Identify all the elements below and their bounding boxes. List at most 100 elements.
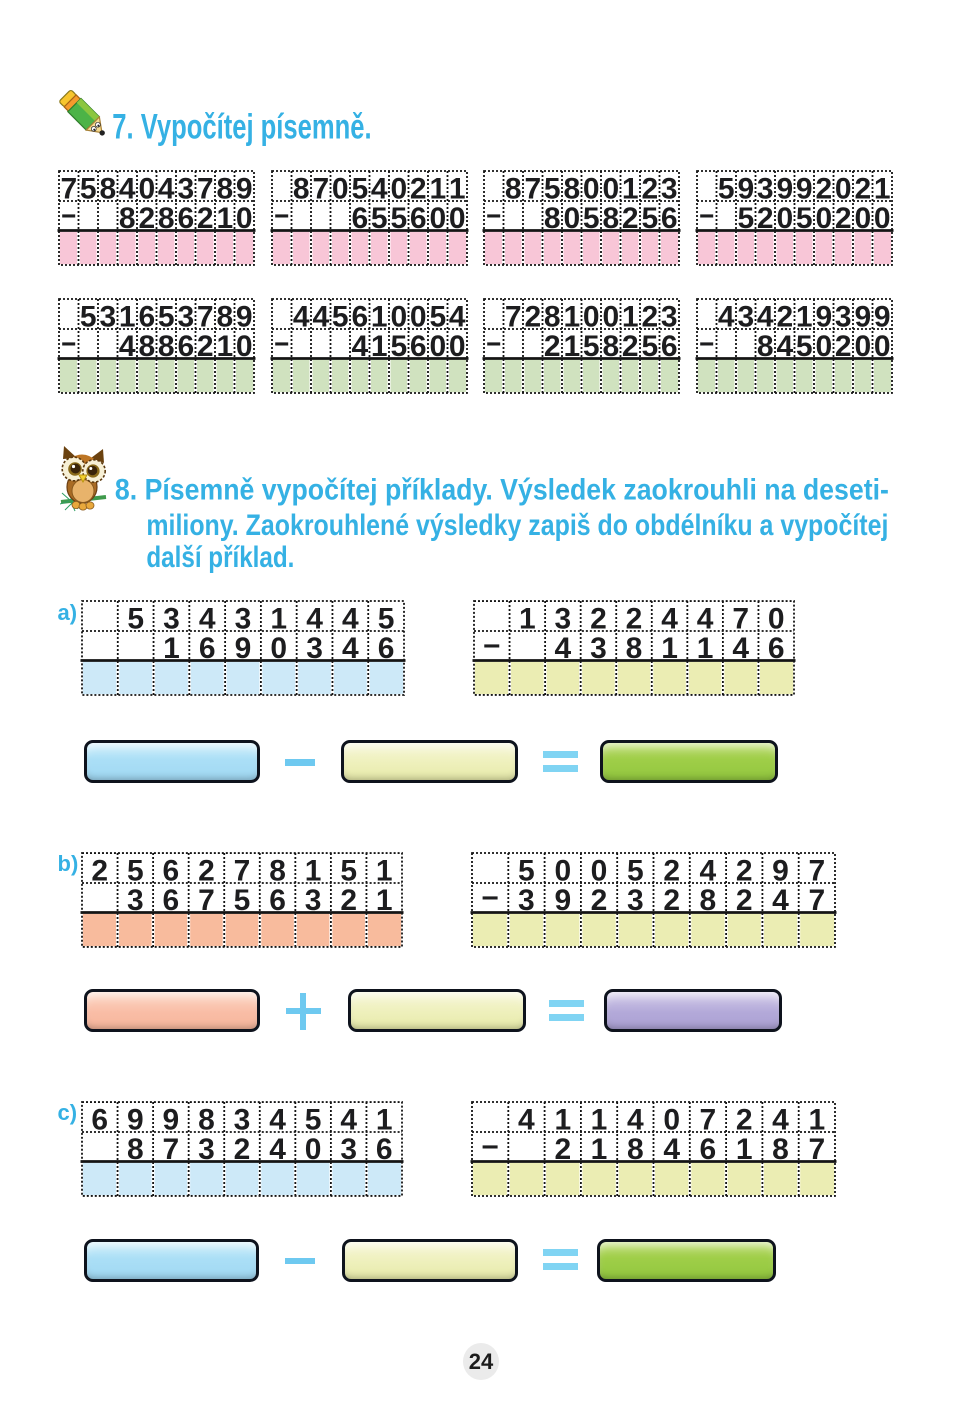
svg-text:0: 0 <box>390 172 407 205</box>
svg-text:4: 4 <box>448 300 465 333</box>
svg-text:1: 1 <box>448 172 465 205</box>
svg-text:1: 1 <box>563 300 580 333</box>
svg-text:8: 8 <box>563 172 580 205</box>
svg-text:5: 5 <box>795 202 812 235</box>
svg-text:8: 8 <box>505 172 522 205</box>
svg-text:4: 4 <box>733 631 750 664</box>
svg-text:4: 4 <box>312 300 329 333</box>
svg-text:2: 2 <box>776 300 793 333</box>
svg-text:8: 8 <box>626 631 643 664</box>
svg-text:6: 6 <box>177 202 194 235</box>
svg-text:7: 7 <box>197 300 214 333</box>
svg-text:9: 9 <box>127 1103 144 1136</box>
svg-text:6: 6 <box>351 300 368 333</box>
svg-text:0: 0 <box>815 202 832 235</box>
svg-text:7: 7 <box>808 1133 825 1166</box>
svg-text:1: 1 <box>622 300 639 333</box>
svg-text:1: 1 <box>370 330 387 363</box>
svg-text:3: 3 <box>555 602 572 635</box>
svg-text:1: 1 <box>873 172 890 205</box>
svg-text:5: 5 <box>390 330 407 363</box>
svg-text:4: 4 <box>306 602 323 635</box>
svg-text:4: 4 <box>158 172 175 205</box>
svg-text:9: 9 <box>234 631 251 664</box>
svg-text:0: 0 <box>583 172 600 205</box>
svg-text:4: 4 <box>341 602 358 635</box>
svg-text:3: 3 <box>177 172 194 205</box>
svg-text:5: 5 <box>717 172 734 205</box>
svg-text:2: 2 <box>591 884 608 917</box>
svg-text:1: 1 <box>662 631 679 664</box>
svg-text:8: 8 <box>602 202 619 235</box>
svg-text:5: 5 <box>127 854 144 887</box>
svg-text:6: 6 <box>377 631 394 664</box>
svg-text:7: 7 <box>524 172 541 205</box>
svg-text:3: 3 <box>306 631 323 664</box>
svg-text:1: 1 <box>376 884 393 917</box>
svg-text:9: 9 <box>737 172 754 205</box>
svg-text:8: 8 <box>544 300 561 333</box>
svg-text:8: 8 <box>544 202 561 235</box>
svg-text:7: 7 <box>198 884 215 917</box>
svg-text:4: 4 <box>772 884 789 917</box>
svg-text:5: 5 <box>429 300 446 333</box>
svg-text:0: 0 <box>591 854 608 887</box>
svg-text:9: 9 <box>873 300 890 333</box>
svg-text:0: 0 <box>331 172 348 205</box>
svg-text:6: 6 <box>661 202 678 235</box>
svg-text:5: 5 <box>340 854 357 887</box>
svg-text:2: 2 <box>834 330 851 363</box>
svg-text:0: 0 <box>815 330 832 363</box>
svg-text:6: 6 <box>163 884 180 917</box>
svg-text:1: 1 <box>591 1103 608 1136</box>
svg-text:8: 8 <box>119 202 136 235</box>
svg-text:0: 0 <box>854 202 871 235</box>
svg-text:5: 5 <box>390 202 407 235</box>
svg-text:0: 0 <box>138 172 155 205</box>
svg-text:6: 6 <box>163 854 180 887</box>
svg-text:2: 2 <box>736 884 753 917</box>
svg-text:4: 4 <box>269 1133 286 1166</box>
svg-text:8: 8 <box>772 1133 789 1166</box>
svg-text:2: 2 <box>197 202 214 235</box>
svg-text:0: 0 <box>409 300 426 333</box>
svg-text:5: 5 <box>641 330 658 363</box>
svg-text:8: 8 <box>216 300 233 333</box>
svg-text:2: 2 <box>91 854 108 887</box>
svg-text:0: 0 <box>270 631 287 664</box>
svg-text:1: 1 <box>591 1133 608 1166</box>
svg-text:2: 2 <box>736 1103 753 1136</box>
svg-text:2: 2 <box>663 884 680 917</box>
svg-text:3: 3 <box>127 884 144 917</box>
svg-text:3: 3 <box>99 300 116 333</box>
svg-text:7: 7 <box>60 172 77 205</box>
svg-text:1: 1 <box>519 602 536 635</box>
svg-text:5: 5 <box>795 330 812 363</box>
svg-text:4: 4 <box>627 1103 644 1136</box>
svg-text:7: 7 <box>808 884 825 917</box>
svg-text:5: 5 <box>127 602 144 635</box>
svg-text:0: 0 <box>768 602 785 635</box>
svg-text:2: 2 <box>138 202 155 235</box>
svg-text:0: 0 <box>602 300 619 333</box>
svg-text:0: 0 <box>236 202 253 235</box>
svg-text:5: 5 <box>627 854 644 887</box>
svg-text:7: 7 <box>505 300 522 333</box>
svg-text:0: 0 <box>554 854 571 887</box>
svg-text:7: 7 <box>312 172 329 205</box>
svg-text:3: 3 <box>340 1133 357 1166</box>
svg-text:2: 2 <box>524 300 541 333</box>
svg-text:1: 1 <box>370 300 387 333</box>
svg-text:4: 4 <box>697 602 714 635</box>
svg-text:1: 1 <box>736 1133 753 1166</box>
svg-text:8: 8 <box>158 202 175 235</box>
svg-text:4: 4 <box>340 1103 357 1136</box>
svg-text:1: 1 <box>376 1103 393 1136</box>
svg-text:2: 2 <box>622 202 639 235</box>
svg-text:1: 1 <box>376 854 393 887</box>
svg-text:6: 6 <box>700 1133 717 1166</box>
svg-text:0: 0 <box>663 1103 680 1136</box>
svg-text:0: 0 <box>448 202 465 235</box>
svg-text:2: 2 <box>198 854 215 887</box>
svg-text:0: 0 <box>854 330 871 363</box>
